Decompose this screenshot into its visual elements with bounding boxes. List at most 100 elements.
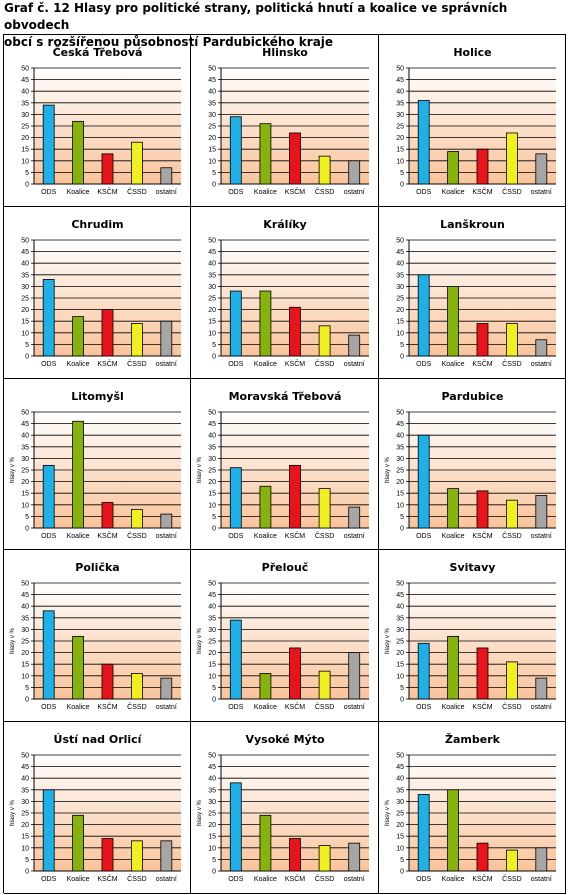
y-tick-label: 25 (21, 639, 29, 646)
y-tick-label: 30 (396, 455, 404, 462)
y-tick-label: 30 (208, 799, 216, 806)
x-tick-label: ostatní (344, 876, 365, 883)
x-tick-label: ODS (228, 533, 244, 540)
y-axis-label: hlasy v % (10, 800, 16, 826)
bar-chart: Lanškroun 0 5 10 15 20 25 30 35 40 45 50 ODS Koalice K… (396, 218, 556, 368)
x-tick-label: ODS (416, 533, 432, 540)
y-tick-label: 25 (208, 124, 216, 131)
y-tick-label: 40 (396, 89, 404, 96)
x-tick-label: ostatní (156, 361, 177, 368)
chart-panel: Přelouč 0 5 10 15 20 25 30 35 40 45 50 hlasy v % ODS K… (191, 550, 379, 723)
y-tick-label: 20 (396, 479, 404, 486)
y-tick-label: 25 (208, 639, 216, 646)
bar (417, 434, 430, 528)
bar (417, 100, 430, 185)
y-tick-label: 15 (396, 834, 404, 841)
y-tick-label: 30 (396, 284, 404, 291)
y-tick-label: 5 (400, 857, 404, 864)
bar (476, 490, 489, 528)
y-tick-label: 15 (208, 490, 216, 497)
x-tick-label: Koalice (442, 189, 465, 196)
bar (506, 499, 518, 528)
y-tick-label: 15 (396, 147, 404, 154)
y-tick-label: 5 (25, 170, 29, 177)
x-tick-label: ostatní (156, 189, 177, 196)
x-tick-label: ostatní (156, 533, 177, 540)
x-tick-label: ostatní (156, 704, 177, 711)
y-tick-label: 0 (400, 697, 404, 704)
y-tick-label: 10 (21, 845, 29, 852)
bar (447, 285, 459, 357)
bar (289, 132, 301, 185)
bar (131, 141, 143, 185)
y-tick-label: 45 (396, 77, 404, 84)
y-tick-label: 30 (208, 627, 216, 634)
y-tick-label: 0 (25, 525, 29, 532)
y-tick-label: 0 (212, 697, 216, 704)
y-tick-label: 35 (208, 616, 216, 623)
y-tick-label: 35 (396, 444, 404, 451)
y-tick-label: 20 (208, 822, 216, 829)
bar (348, 334, 361, 357)
y-tick-label: 35 (21, 444, 29, 451)
bar (259, 123, 272, 185)
x-tick-label: KSČM (285, 187, 305, 196)
bar (42, 789, 55, 872)
x-tick-label: Koalice (254, 876, 277, 883)
y-tick-label: 45 (208, 77, 216, 84)
bar (348, 160, 361, 185)
y-tick-label: 30 (208, 284, 216, 291)
bar (289, 464, 301, 528)
bar-chart: Králíky 0 5 10 15 20 25 30 35 40 45 50 ODS Koalice KSČ… (208, 218, 369, 368)
y-tick-label: 30 (208, 455, 216, 462)
bar (535, 678, 548, 700)
x-tick-label: ostatní (344, 533, 365, 540)
y-tick-label: 35 (396, 272, 404, 279)
bar (447, 636, 459, 700)
y-tick-label: 35 (21, 100, 29, 107)
y-tick-label: 40 (21, 776, 29, 783)
x-tick-label: ČSSD (127, 531, 146, 540)
x-tick-label: ČSSD (315, 531, 334, 540)
chart-title: Česká Třebová (53, 46, 143, 59)
y-tick-label: 40 (21, 89, 29, 96)
y-tick-label: 10 (208, 330, 216, 337)
x-tick-label: ODS (228, 189, 244, 196)
bar (318, 487, 331, 528)
bar (476, 148, 489, 185)
bar (259, 673, 272, 700)
x-tick-label: Koalice (442, 704, 465, 711)
x-tick-label: ostatní (531, 533, 552, 540)
bar (42, 278, 55, 357)
y-tick-label: 20 (21, 307, 29, 314)
x-tick-label: ČSSD (127, 874, 146, 883)
bar (289, 306, 301, 357)
y-tick-label: 10 (396, 845, 404, 852)
bar-chart: Litomyšl 0 5 10 15 20 25 30 35 40 45 50 hlasy v % ODS… (10, 390, 181, 540)
x-tick-label: ČSSD (127, 187, 146, 196)
y-tick-label: 35 (21, 616, 29, 623)
x-tick-label: KSČM (97, 874, 117, 883)
y-tick-label: 10 (208, 674, 216, 681)
chart-panel: Chrudim 0 5 10 15 20 25 30 35 40 45 50 ODS Koalice KSČ… (4, 206, 191, 379)
bar (229, 466, 242, 528)
bar (42, 464, 55, 528)
chart-title: Moravská Třebová (229, 390, 342, 403)
y-tick-label: 50 (21, 66, 29, 73)
bar (229, 620, 242, 700)
x-tick-label: ČSSD (315, 874, 334, 883)
y-tick-label: 35 (21, 787, 29, 794)
bar (476, 842, 489, 872)
bar (72, 420, 84, 528)
y-tick-label: 45 (396, 592, 404, 599)
x-tick-label: ODS (41, 876, 57, 883)
y-tick-label: 0 (212, 182, 216, 189)
y-tick-label: 15 (396, 318, 404, 325)
y-tick-label: 20 (21, 479, 29, 486)
y-tick-label: 45 (21, 421, 29, 428)
y-axis-label: hlasy v % (197, 456, 203, 482)
chart-panel: Holice 0 5 10 15 20 25 30 35 40 45 50 ODS Koalice KSČM… (379, 35, 566, 207)
chart-panel: Ústí nad Orlicí 0 5 10 15 20 25 30 35 40 45 50 hlasy… (4, 722, 191, 894)
bar (160, 167, 173, 185)
x-tick-label: KSČM (472, 702, 492, 711)
